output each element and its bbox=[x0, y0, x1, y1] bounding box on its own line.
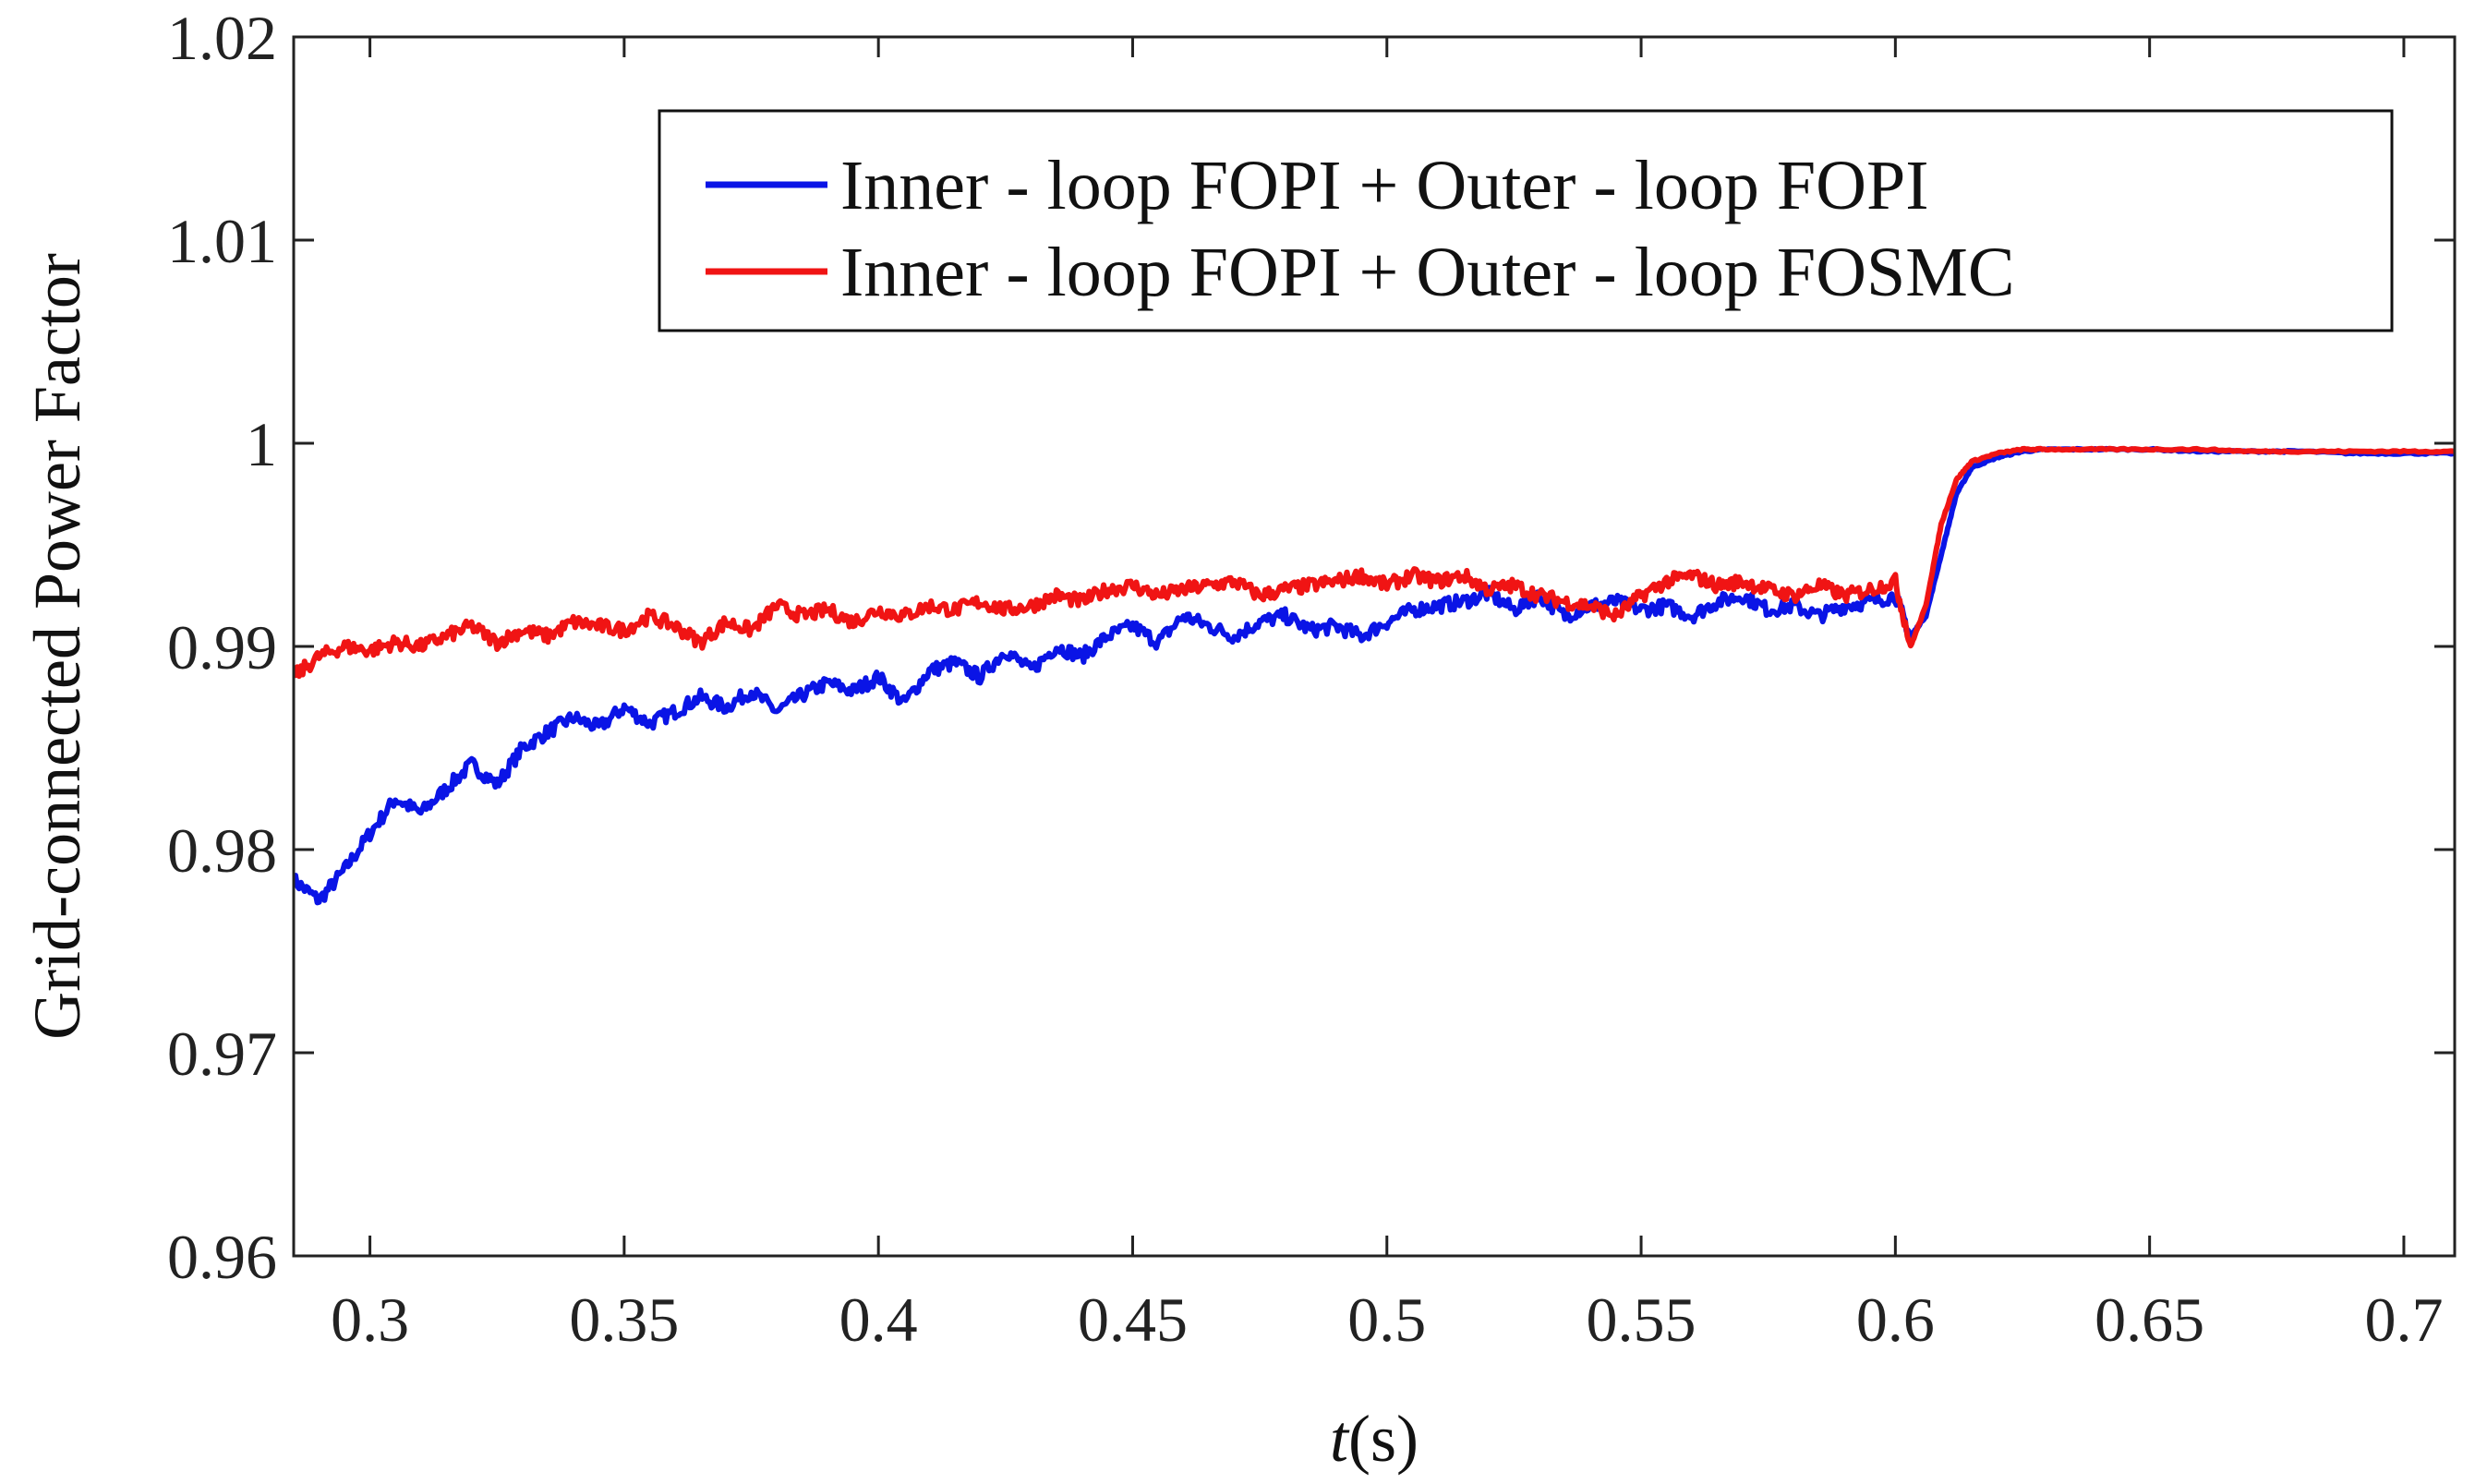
y-tick-label: 0.99 bbox=[167, 612, 277, 682]
x-tick-label: 0.7 bbox=[2364, 1285, 2443, 1355]
legend-label-series-2: Inner - loop FOPI + Outer - loop FOSMC bbox=[840, 234, 2015, 311]
ticks-layer: 0.3 0.35 0.4 0.45 0.5 0.55 0.6 0.65 0.7 0.96 0.97 0… bbox=[167, 3, 2455, 1355]
x-tick-label: 0.4 bbox=[839, 1285, 918, 1355]
x-tick-label: 0.3 bbox=[331, 1285, 409, 1355]
y-tick-label: 1.01 bbox=[167, 206, 277, 276]
y-tick-label: 0.98 bbox=[167, 815, 277, 886]
x-tick-label: 0.35 bbox=[569, 1285, 679, 1355]
legend: Inner - loop FOPI + Outer - loop FOPI In… bbox=[658, 109, 2394, 332]
x-tick-label: 0.5 bbox=[1347, 1285, 1426, 1355]
series-line-1 bbox=[294, 445, 2455, 906]
y-tick-label: 0.96 bbox=[167, 1222, 277, 1292]
x-tick-label: 0.55 bbox=[1587, 1285, 1696, 1355]
series-layer bbox=[294, 445, 2455, 906]
x-tick-label: 0.65 bbox=[2095, 1285, 2204, 1355]
x-tick-label: 0.6 bbox=[1856, 1285, 1935, 1355]
legend-box bbox=[658, 109, 2394, 332]
series-line-2 bbox=[294, 445, 2455, 680]
y-tick-label: 1 bbox=[246, 409, 277, 479]
x-tick-label: 0.45 bbox=[1078, 1285, 1188, 1355]
legend-label-series-1: Inner - loop FOPI + Outer - loop FOPI bbox=[840, 147, 1929, 224]
y-tick-label: 1.02 bbox=[167, 3, 277, 73]
y-axis-label: Grid-connected Power Factor bbox=[20, 253, 94, 1040]
y-tick-label: 0.97 bbox=[167, 1019, 277, 1089]
x-axis-label: t(s) bbox=[1330, 1402, 1419, 1476]
